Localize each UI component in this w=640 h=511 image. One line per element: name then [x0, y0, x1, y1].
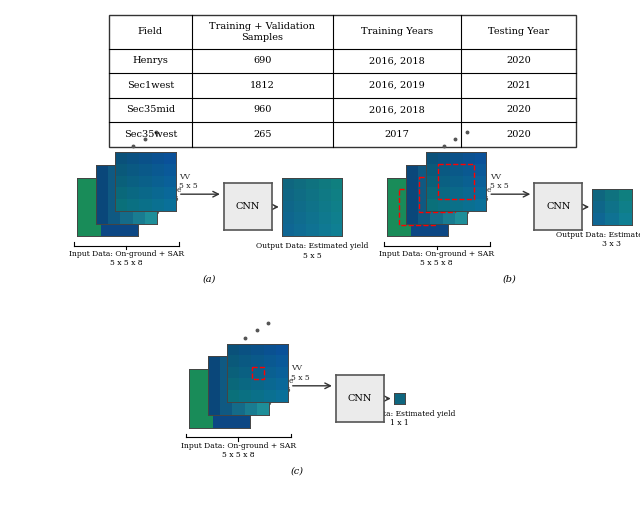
- Bar: [252, 367, 264, 379]
- Text: 2020: 2020: [506, 56, 531, 65]
- Text: 2016, 2019: 2016, 2019: [369, 81, 425, 90]
- Text: VV
5 x 5: VV 5 x 5: [291, 364, 310, 382]
- Text: 690: 690: [253, 56, 271, 65]
- Text: Sec1west: Sec1west: [127, 81, 174, 90]
- Text: (b): (b): [502, 275, 516, 284]
- Text: VV
5 x 5: VV 5 x 5: [490, 173, 508, 190]
- Text: 2020: 2020: [506, 130, 531, 139]
- Text: Output Data: Estimated yield
1 x 1: Output Data: Estimated yield 1 x 1: [343, 410, 455, 427]
- Text: Output Data: Estimated yield
5 x 5: Output Data: Estimated yield 5 x 5: [256, 243, 368, 260]
- Text: Nitrogen
5 x 5: Nitrogen 5 x 5: [253, 390, 287, 407]
- Text: CNN: CNN: [236, 202, 260, 212]
- Text: 1812: 1812: [250, 81, 275, 90]
- Text: Input Data: On-ground + SAR
5 x 5 x 8: Input Data: On-ground + SAR 5 x 5 x 8: [181, 442, 296, 459]
- Text: 960: 960: [253, 105, 271, 114]
- Text: CNN: CNN: [348, 394, 372, 403]
- Bar: [438, 164, 474, 199]
- Text: Slope
5 x 5: Slope 5 x 5: [272, 377, 294, 394]
- Text: 2020: 2020: [506, 105, 531, 114]
- Text: VV
5 x 5: VV 5 x 5: [179, 173, 198, 190]
- Bar: [399, 190, 436, 225]
- Text: 2021: 2021: [506, 81, 531, 90]
- Bar: [419, 177, 455, 212]
- Text: Henrys: Henrys: [132, 56, 168, 65]
- Text: 2016, 2018: 2016, 2018: [369, 56, 425, 65]
- Text: Slope
5 x 5: Slope 5 x 5: [160, 185, 182, 203]
- Text: Nitrogen
5 x 5: Nitrogen 5 x 5: [141, 198, 175, 216]
- Text: Field: Field: [138, 28, 163, 36]
- Text: (c): (c): [290, 466, 303, 475]
- Text: 2016, 2018: 2016, 2018: [369, 105, 425, 114]
- Text: Input Data: On-ground + SAR
5 x 5 x 8: Input Data: On-ground + SAR 5 x 5 x 8: [380, 250, 494, 267]
- Text: Sec35mid: Sec35mid: [126, 105, 175, 114]
- Text: Nitrogen
5 x 5: Nitrogen 5 x 5: [451, 198, 486, 216]
- Text: Output Data: Estimated yield
3 x 3: Output Data: Estimated yield 3 x 3: [556, 231, 640, 248]
- Bar: [232, 380, 244, 391]
- Bar: [213, 392, 225, 405]
- Text: Slope
5 x 5: Slope 5 x 5: [470, 185, 492, 203]
- Text: Training + Validation
Samples: Training + Validation Samples: [209, 22, 316, 41]
- Text: Training Years: Training Years: [361, 28, 433, 36]
- Text: 2017: 2017: [385, 130, 409, 139]
- Text: Testing Year: Testing Year: [488, 28, 549, 36]
- Text: 265: 265: [253, 130, 271, 139]
- Text: Sec35west: Sec35west: [124, 130, 177, 139]
- Text: CNN: CNN: [546, 202, 571, 212]
- Text: Input Data: On-ground + SAR
5 x 5 x 8: Input Data: On-ground + SAR 5 x 5 x 8: [69, 250, 184, 267]
- Text: (a): (a): [203, 275, 216, 284]
